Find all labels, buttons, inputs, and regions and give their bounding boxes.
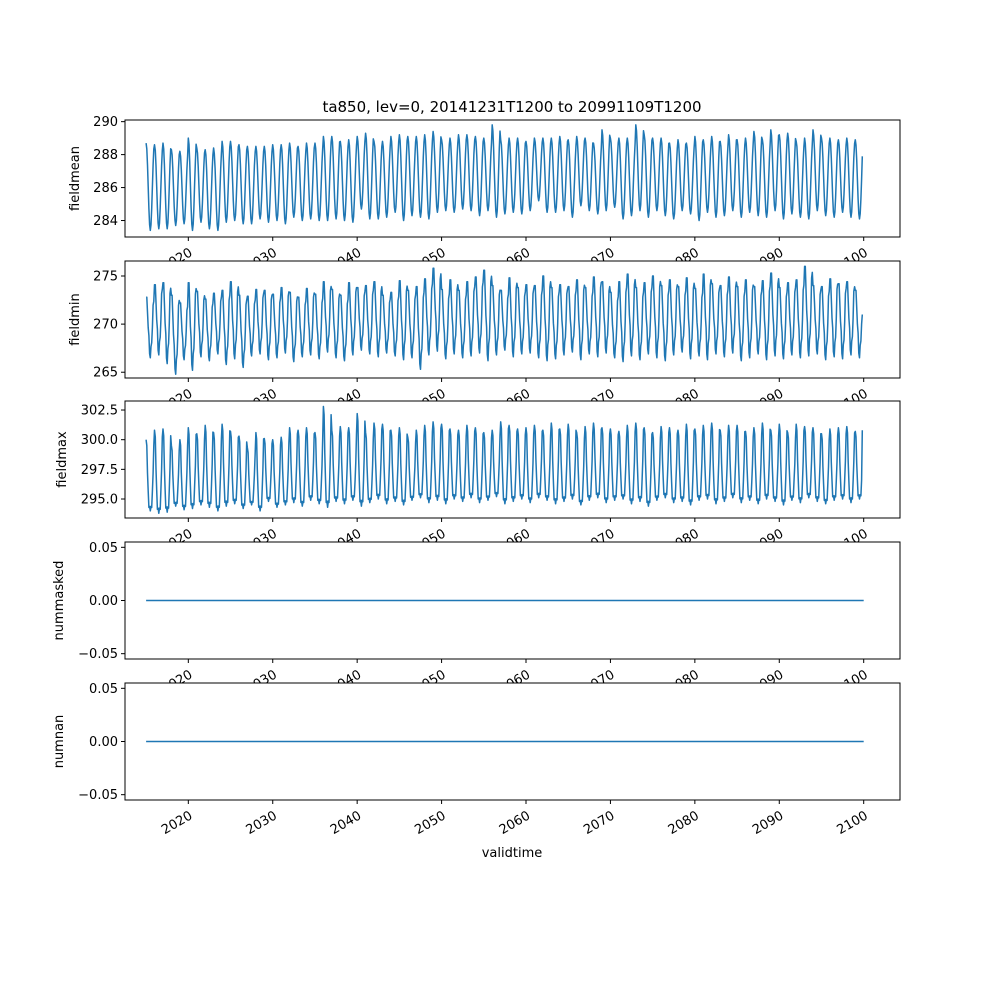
y-tick-label: 270 — [93, 318, 118, 333]
y-tick-label: 0.05 — [89, 682, 118, 697]
series-line-fieldmax — [145, 405, 864, 515]
y-tick-label: 297.5 — [81, 463, 118, 478]
y-tick-label: −0.05 — [78, 647, 118, 662]
y-tick-label: −0.05 — [78, 788, 118, 803]
axes-frame — [124, 260, 901, 379]
y-axis-label: nummasked — [52, 561, 67, 641]
y-tick-label: 0.05 — [89, 541, 118, 556]
y-tick-label: 275 — [93, 270, 118, 285]
chart-title: ta850, lev=0, 20141231T1200 to 20991109T… — [322, 98, 701, 116]
y-tick-label: 288 — [93, 148, 118, 163]
series-line-fieldmin — [146, 265, 864, 375]
x-axis-label: validtime — [482, 846, 543, 861]
y-tick-label: 0.00 — [89, 735, 118, 750]
y-axis-label: fieldmax — [55, 431, 70, 488]
y-tick-label: 300.0 — [81, 433, 118, 448]
y-axis-label: numnan — [52, 715, 67, 769]
y-tick-label: 295.0 — [81, 493, 118, 508]
y-axis-label: fieldmin — [68, 293, 83, 346]
y-tick-label: 302.5 — [81, 404, 118, 419]
axes-frame — [124, 400, 901, 519]
series-line-fieldmean — [145, 124, 864, 232]
y-tick-label: 286 — [93, 181, 118, 196]
y-tick-label: 0.00 — [89, 594, 118, 609]
y-axis-label: fieldmean — [68, 146, 83, 211]
y-tick-label: 265 — [93, 366, 118, 381]
y-tick-label: 290 — [93, 115, 118, 130]
axes-frame — [124, 119, 901, 238]
y-tick-label: 284 — [93, 214, 118, 229]
